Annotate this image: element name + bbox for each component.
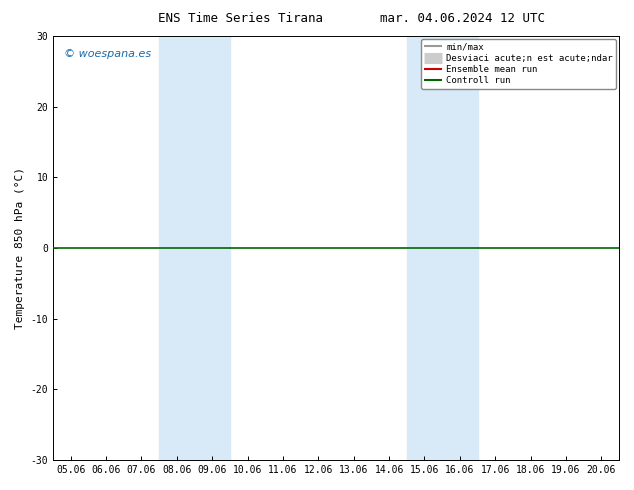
Text: mar. 04.06.2024 12 UTC: mar. 04.06.2024 12 UTC [380, 12, 545, 25]
Bar [407, 36, 477, 460]
Legend: min/max, Desviaci acute;n est acute;ndar, Ensemble mean run, Controll run: min/max, Desviaci acute;n est acute;ndar… [421, 39, 616, 89]
Text: ENS Time Series Tirana: ENS Time Series Tirana [158, 12, 323, 25]
Bar [159, 36, 230, 460]
Y-axis label: Temperature 850 hPa (°C): Temperature 850 hPa (°C) [15, 167, 25, 329]
Text: © woespana.es: © woespana.es [65, 49, 152, 59]
